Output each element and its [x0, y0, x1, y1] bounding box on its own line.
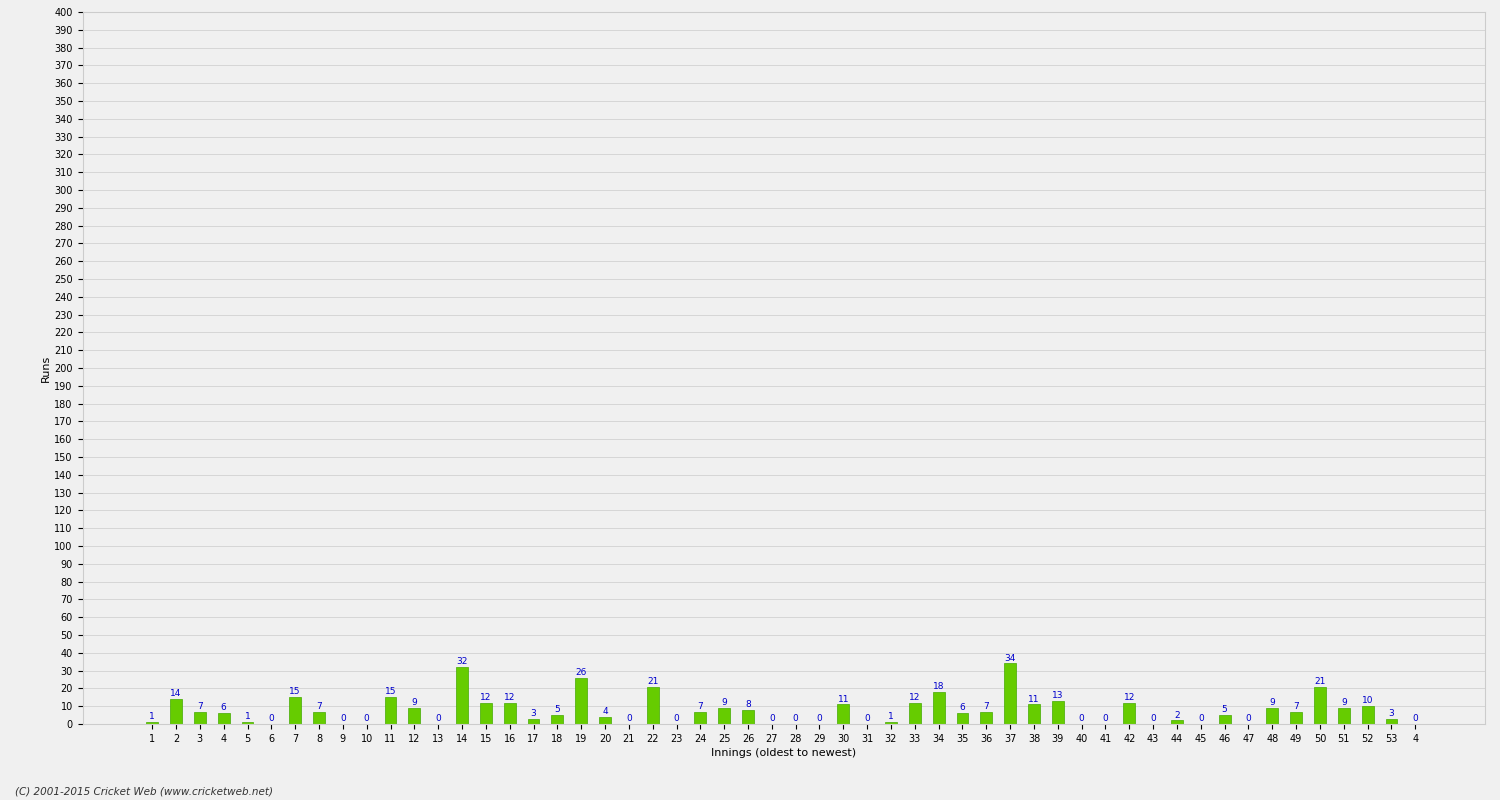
Text: 6: 6: [220, 703, 226, 713]
Text: 9: 9: [1269, 698, 1275, 707]
Text: 15: 15: [290, 687, 302, 697]
Text: 7: 7: [1293, 702, 1299, 710]
Text: 0: 0: [1198, 714, 1203, 723]
Bar: [480, 702, 492, 724]
Text: 4: 4: [602, 707, 608, 716]
Text: 5: 5: [1222, 706, 1227, 714]
Text: 0: 0: [340, 714, 345, 723]
Text: 26: 26: [576, 668, 586, 677]
Text: 12: 12: [480, 693, 492, 702]
Text: 0: 0: [816, 714, 822, 723]
Text: 7: 7: [316, 702, 322, 710]
Text: 1: 1: [150, 712, 154, 722]
Text: 5: 5: [555, 706, 560, 714]
Bar: [242, 722, 254, 724]
Bar: [1052, 701, 1064, 724]
Bar: [384, 698, 396, 724]
Bar: [408, 708, 420, 724]
Bar: [885, 722, 897, 724]
Text: 9: 9: [1341, 698, 1347, 707]
Text: 0: 0: [674, 714, 680, 723]
Bar: [598, 717, 610, 724]
Bar: [909, 702, 921, 724]
Text: 0: 0: [1078, 714, 1084, 723]
Text: 21: 21: [646, 677, 658, 686]
Text: 0: 0: [268, 714, 274, 723]
Text: 32: 32: [456, 657, 468, 666]
Bar: [981, 711, 993, 724]
Bar: [1172, 721, 1184, 724]
Text: 15: 15: [386, 687, 396, 697]
Text: 0: 0: [794, 714, 798, 723]
Text: 8: 8: [746, 700, 752, 709]
Bar: [646, 686, 658, 724]
Bar: [1028, 705, 1039, 724]
Text: 11: 11: [1028, 694, 1039, 703]
Bar: [1124, 702, 1136, 724]
Bar: [314, 711, 326, 724]
Text: 9: 9: [411, 698, 417, 707]
Text: 0: 0: [1413, 714, 1418, 723]
Bar: [1386, 718, 1398, 724]
Bar: [1338, 708, 1350, 724]
Text: 9: 9: [722, 698, 728, 707]
Bar: [574, 678, 586, 724]
Text: 7: 7: [698, 702, 703, 710]
Text: 14: 14: [171, 689, 182, 698]
Text: 13: 13: [1052, 691, 1064, 700]
Text: 3: 3: [1389, 709, 1395, 718]
Text: 0: 0: [626, 714, 632, 723]
Bar: [718, 708, 730, 724]
Text: (C) 2001-2015 Cricket Web (www.cricketweb.net): (C) 2001-2015 Cricket Web (www.cricketwe…: [15, 786, 273, 796]
Text: 0: 0: [1245, 714, 1251, 723]
Text: 34: 34: [1005, 654, 1016, 662]
Text: 7: 7: [196, 702, 202, 710]
Bar: [1362, 706, 1374, 724]
Bar: [194, 711, 206, 724]
Text: 18: 18: [933, 682, 945, 691]
Text: 12: 12: [1124, 693, 1136, 702]
Y-axis label: Runs: Runs: [42, 354, 51, 382]
X-axis label: Innings (oldest to newest): Innings (oldest to newest): [711, 748, 856, 758]
Bar: [1290, 711, 1302, 724]
Text: 12: 12: [909, 693, 921, 702]
Text: 1: 1: [244, 712, 250, 722]
Text: 6: 6: [960, 703, 966, 713]
Bar: [694, 711, 706, 724]
Text: 0: 0: [864, 714, 870, 723]
Text: 21: 21: [1314, 677, 1326, 686]
Text: 3: 3: [531, 709, 537, 718]
Bar: [528, 718, 540, 724]
Bar: [933, 692, 945, 724]
Text: 0: 0: [1102, 714, 1108, 723]
Bar: [1004, 663, 1016, 724]
Text: 1: 1: [888, 712, 894, 722]
Bar: [1314, 686, 1326, 724]
Text: 0: 0: [435, 714, 441, 723]
Text: 10: 10: [1362, 696, 1374, 706]
Text: 12: 12: [504, 693, 516, 702]
Text: 11: 11: [837, 694, 849, 703]
Bar: [837, 705, 849, 724]
Bar: [217, 714, 229, 724]
Text: 2: 2: [1174, 710, 1180, 719]
Bar: [290, 698, 302, 724]
Bar: [957, 714, 969, 724]
Text: 7: 7: [984, 702, 988, 710]
Bar: [456, 667, 468, 724]
Text: 0: 0: [770, 714, 774, 723]
Bar: [742, 710, 754, 724]
Bar: [504, 702, 516, 724]
Bar: [170, 699, 182, 724]
Bar: [1218, 715, 1230, 724]
Bar: [552, 715, 564, 724]
Bar: [1266, 708, 1278, 724]
Bar: [147, 722, 158, 724]
Text: 0: 0: [1150, 714, 1156, 723]
Text: 0: 0: [364, 714, 369, 723]
